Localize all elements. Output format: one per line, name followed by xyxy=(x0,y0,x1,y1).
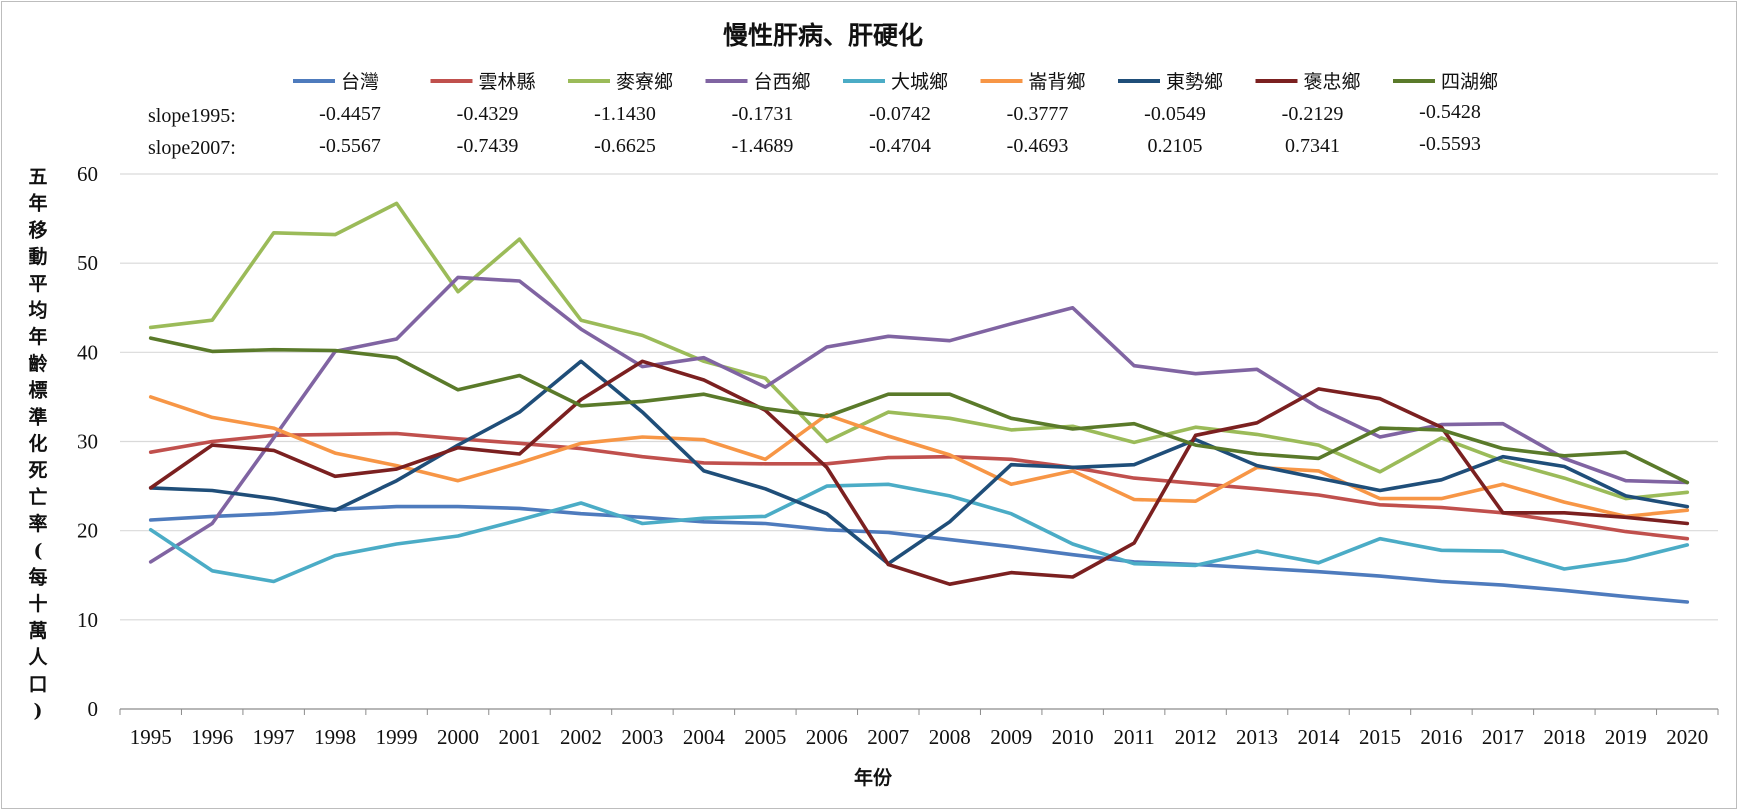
x-tick-label: 2011 xyxy=(1113,725,1154,749)
x-tick-label: 2006 xyxy=(806,725,848,749)
series-line-褒忠鄉 xyxy=(148,359,1690,587)
x-tick-label: 2014 xyxy=(1298,725,1341,749)
x-tick-label: 2000 xyxy=(437,725,479,749)
series-line-雲林縣 xyxy=(148,431,1690,541)
y-tick-label: 10 xyxy=(77,608,98,632)
legend-label: 大城鄉 xyxy=(891,71,948,93)
chart-title: 慢性肝病、肝硬化 xyxy=(723,21,923,50)
x-tick-label: 1995 xyxy=(130,725,172,749)
series-line-大城鄉 xyxy=(148,482,1690,584)
slope-value: 0.7341 xyxy=(1285,135,1340,157)
slope-value: -0.4457 xyxy=(319,103,381,125)
x-axis: 1995 1996 1997 1998 1999 2000 2001 2002 2003 2004… xyxy=(119,709,1719,749)
x-axis-title: 年份 xyxy=(854,766,893,789)
slope-value: -0.5567 xyxy=(319,135,381,157)
slope-value: -0.2129 xyxy=(1282,103,1344,125)
x-tick-label: 2015 xyxy=(1359,725,1401,749)
slope-value: -0.6625 xyxy=(594,135,656,157)
slope-row-label: slope1995: xyxy=(148,105,236,127)
legend-label: 褒忠鄉 xyxy=(1304,71,1361,93)
legend-label: 東勢鄉 xyxy=(1166,71,1223,93)
x-tick-label: 2001 xyxy=(499,725,541,749)
y-tick-label: 50 xyxy=(77,251,98,275)
y-tick-label: 0 xyxy=(88,697,99,721)
x-tick-label: 1999 xyxy=(376,725,418,749)
y-axis-title: 五年移動平均年齡標準化死亡率(每十萬人口) xyxy=(28,166,48,722)
x-tick-label: 2010 xyxy=(1052,725,1094,749)
legend-label: 雲林縣 xyxy=(479,71,536,93)
series-line-東勢鄉 xyxy=(148,359,1690,566)
series-line-崙背鄉 xyxy=(148,395,1690,519)
x-tick-label: 2003 xyxy=(621,725,663,749)
y-tick-label: 20 xyxy=(77,519,98,543)
slope-value: -0.5593 xyxy=(1419,133,1481,155)
y-axis: 0 10 20 30 40 50 60 xyxy=(77,162,98,721)
series-line-四湖鄉 xyxy=(148,336,1690,485)
x-tick-label: 2002 xyxy=(560,725,602,749)
slope-value: -0.4329 xyxy=(457,103,519,125)
slope-value: -0.7439 xyxy=(457,135,519,157)
legend-label: 崙背鄉 xyxy=(1029,71,1086,93)
slope-value: -0.4693 xyxy=(1007,135,1069,157)
series-line-台灣 xyxy=(148,504,1690,604)
series-line-台西鄉 xyxy=(148,275,1690,564)
y-tick-label: 40 xyxy=(77,340,98,364)
legend-label: 麥寮鄉 xyxy=(616,71,673,93)
x-tick-label: 2019 xyxy=(1605,725,1647,749)
slope-value: -0.0549 xyxy=(1144,103,1206,125)
legend-label: 四湖鄉 xyxy=(1441,71,1498,93)
x-tick-label: 2020 xyxy=(1666,725,1708,749)
x-tick-label: 2017 xyxy=(1482,725,1524,749)
series-line-麥寮鄉 xyxy=(148,201,1690,501)
legend-label: 台西鄉 xyxy=(754,71,811,93)
slope-value: -0.1731 xyxy=(732,103,794,125)
x-tick-label: 2009 xyxy=(990,725,1032,749)
x-tick-label: 2013 xyxy=(1236,725,1278,749)
y-tick-label: 30 xyxy=(77,430,98,454)
x-tick-label: 1997 xyxy=(253,725,295,749)
legend: 台灣 雲林縣 麥寮鄉 台西鄉 大城鄉 崙背鄉 東勢鄉 褒忠鄉 四湖鄉 xyxy=(293,71,1498,93)
slope-value: 0.2105 xyxy=(1148,135,1203,157)
slope-value: -1.4689 xyxy=(732,135,794,157)
x-tick-label: 2008 xyxy=(929,725,971,749)
x-tick-label: 2018 xyxy=(1543,725,1585,749)
slope-value: -0.5428 xyxy=(1419,101,1481,123)
series-lines xyxy=(148,201,1690,604)
slope-value: -0.3777 xyxy=(1007,103,1069,125)
slope-table: slope1995: -0.4457 -0.4329 -1.1430 -0.1731 -0… xyxy=(148,101,1481,159)
x-tick-label: 2007 xyxy=(867,725,909,749)
x-tick-label: 2016 xyxy=(1420,725,1462,749)
slope-value: -0.4704 xyxy=(869,135,931,157)
x-tick-label: 2005 xyxy=(744,725,786,749)
x-tick-label: 2004 xyxy=(683,725,726,749)
slope-value: -0.0742 xyxy=(869,103,931,125)
slope-row-label: slope2007: xyxy=(148,137,236,159)
legend-label: 台灣 xyxy=(341,71,379,93)
y-tick-label: 60 xyxy=(77,162,98,186)
x-tick-label: 2012 xyxy=(1175,725,1217,749)
x-tick-label: 1996 xyxy=(191,725,233,749)
slope-value: -1.1430 xyxy=(594,103,656,125)
x-tick-label: 1998 xyxy=(314,725,356,749)
